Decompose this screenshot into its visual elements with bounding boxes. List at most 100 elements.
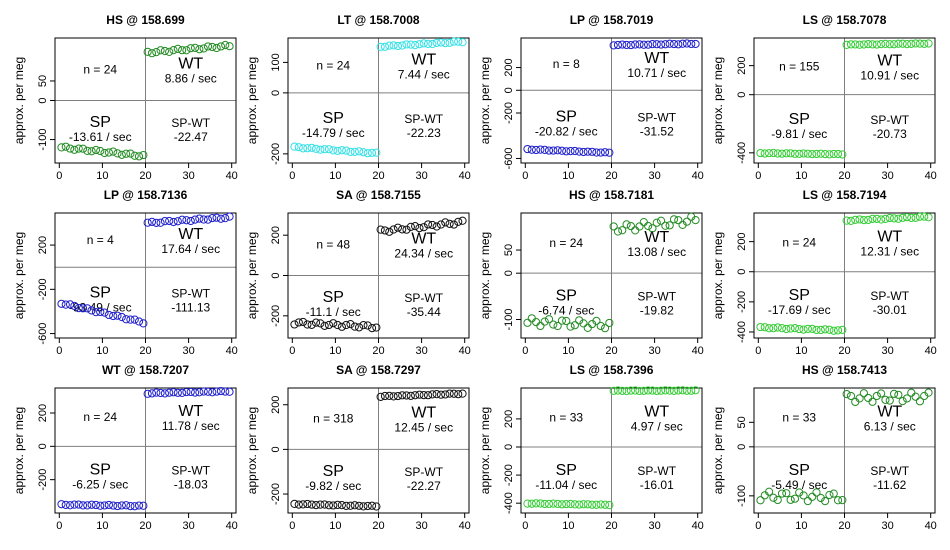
data-point <box>894 39 903 48</box>
x-tick-label: 20 <box>372 345 384 357</box>
y-tick-label: 200 <box>503 58 515 76</box>
data-point <box>337 501 346 510</box>
data-point <box>122 315 131 324</box>
data-point <box>881 214 890 223</box>
chart-panel: LS @ 158.7194 n = 24 WT 12.31 / sec SP -17.69… <box>699 183 937 357</box>
chart-svg: LT @ 158.7008 n = 24 WT7.44 / sec SP-14.79 … <box>245 13 471 182</box>
data-point <box>173 217 182 226</box>
data-point <box>199 44 208 53</box>
data-point <box>570 321 579 330</box>
chart-title: HS @ 158.7181 <box>569 188 654 202</box>
y-axis-label: approx. per meg <box>711 57 725 144</box>
data-point <box>290 142 299 151</box>
data-point <box>385 41 394 50</box>
y-tick-label: 0 <box>736 444 748 450</box>
y-tick-label: -100 <box>736 485 748 507</box>
data-point <box>609 222 618 231</box>
spwt-value: -22.27 <box>407 479 441 493</box>
y-tick-label: 200 <box>37 236 49 254</box>
data-point <box>661 386 670 395</box>
data-point <box>588 500 597 509</box>
data-point <box>402 225 411 234</box>
data-point <box>894 390 903 399</box>
data-point <box>764 324 774 333</box>
data-point <box>557 146 567 155</box>
sp-label: SP <box>556 462 577 479</box>
data-point <box>915 39 925 48</box>
data-point <box>889 389 899 398</box>
y-tick-label: -100 <box>37 129 49 151</box>
data-point <box>562 316 571 326</box>
data-point <box>441 39 450 48</box>
data-point <box>311 500 321 510</box>
data-point <box>419 390 428 400</box>
data-point <box>644 386 653 395</box>
data-point <box>419 223 428 232</box>
data-point <box>311 318 321 327</box>
data-point <box>152 388 161 397</box>
x-tick-label: 30 <box>648 170 660 182</box>
data-point <box>156 388 165 398</box>
data-point <box>376 225 385 234</box>
data-point <box>454 390 463 399</box>
data-point <box>307 320 316 329</box>
x-tick-label: 40 <box>459 520 471 532</box>
wt-label: WT <box>411 51 436 68</box>
data-point <box>536 499 545 508</box>
x-tick-label: 40 <box>692 345 704 357</box>
data-point <box>911 39 920 48</box>
data-point <box>380 391 390 401</box>
data-point <box>605 318 614 328</box>
data-point <box>605 501 614 510</box>
data-point <box>648 386 657 395</box>
x-tick-label: 10 <box>96 170 108 182</box>
chart-panel: HS @ 158.7181 n = 24 WT 13.08 / sec SP -6.74 … <box>466 183 704 357</box>
data-point <box>428 390 437 399</box>
n-label: n = 48 <box>316 237 350 251</box>
y-tick-label: -400 <box>736 142 748 164</box>
y-axis-label: approx. per meg <box>711 232 725 319</box>
data-point <box>178 388 187 397</box>
data-point <box>881 395 890 404</box>
wt-rate: 4.97 / sec <box>631 419 683 433</box>
data-point <box>367 148 377 157</box>
data-point <box>536 145 545 154</box>
data-point <box>173 44 182 54</box>
data-point <box>803 149 812 158</box>
x-tick-label: 40 <box>692 170 704 182</box>
spwt-label: SP-WT <box>171 116 210 130</box>
data-points <box>523 212 700 333</box>
data-point <box>428 39 437 49</box>
chart-panel: LS @ 158.7078 n = 155 WT 10.91 / sec SP -9.81… <box>699 8 937 182</box>
data-point <box>812 149 821 159</box>
sp-label: SP <box>90 462 111 479</box>
data-point <box>790 324 800 333</box>
data-point <box>190 43 200 52</box>
data-point <box>877 215 886 224</box>
x-tick-label: 10 <box>329 170 341 182</box>
chart-title: HS @ 158.699 <box>106 13 185 27</box>
data-point <box>566 147 575 156</box>
data-points <box>756 212 933 335</box>
y-axis-label: approx. per meg <box>245 232 259 319</box>
spwt-value: -35.44 <box>407 305 441 319</box>
y-tick-label: -200 <box>37 278 49 300</box>
data-point <box>333 500 342 510</box>
n-label: n = 4 <box>87 233 114 247</box>
x-tick-label: 10 <box>329 345 341 357</box>
data-point <box>385 391 394 400</box>
y-tick-label: -200 <box>270 305 282 327</box>
data-point <box>635 222 644 231</box>
data-point <box>588 147 597 156</box>
data-point <box>678 39 687 48</box>
data-point <box>415 40 424 49</box>
data-point <box>117 312 126 322</box>
x-tick-label: 30 <box>415 170 427 182</box>
data-point <box>592 148 601 157</box>
data-point <box>855 40 864 49</box>
wt-rate: 10.71 / sec <box>627 66 686 80</box>
